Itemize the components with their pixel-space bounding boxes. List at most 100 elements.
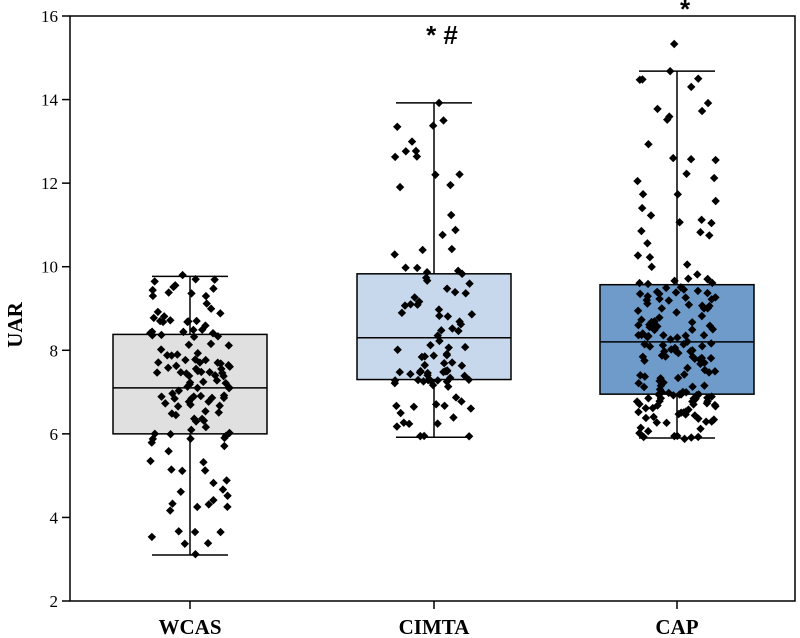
data-point	[703, 393, 712, 403]
data-point	[693, 270, 702, 279]
y-axis-title: UAR	[3, 301, 27, 347]
data-point	[419, 431, 429, 441]
data-point	[669, 153, 678, 163]
data-point	[210, 371, 220, 380]
data-point	[159, 312, 169, 321]
data-point	[174, 527, 183, 536]
data-point	[700, 381, 709, 390]
data-point	[166, 316, 175, 325]
data-point	[220, 433, 229, 443]
data-point	[395, 182, 405, 192]
data-point	[423, 368, 432, 378]
data-point	[697, 353, 706, 363]
data-point	[645, 253, 655, 262]
data-point	[439, 359, 449, 368]
data-point	[447, 210, 456, 220]
data-point	[676, 408, 686, 417]
data-point	[699, 304, 709, 313]
data-point	[204, 397, 213, 406]
data-point	[635, 399, 644, 409]
data-point	[681, 293, 690, 302]
data-point	[697, 106, 707, 116]
data-point	[688, 382, 697, 391]
data-point	[223, 502, 232, 512]
x-tick-label-wcas: WCAS	[158, 615, 221, 638]
data-point	[222, 476, 231, 485]
data-point	[187, 289, 196, 298]
data-point	[184, 340, 194, 349]
data-point	[635, 289, 645, 299]
data-point	[639, 382, 649, 392]
data-point	[166, 430, 175, 439]
data-point	[666, 335, 675, 344]
data-point	[680, 434, 689, 444]
data-point	[698, 341, 707, 351]
data-point	[410, 293, 419, 302]
data-point	[455, 317, 464, 326]
data-point	[438, 230, 447, 240]
data-point	[440, 401, 449, 410]
data-point	[154, 358, 163, 367]
data-point	[197, 367, 206, 377]
data-point	[442, 349, 451, 359]
data-point	[466, 404, 476, 413]
data-point	[209, 478, 218, 488]
data-point	[684, 405, 693, 414]
data-point	[656, 374, 665, 383]
data-point	[434, 98, 444, 108]
data-point	[641, 403, 650, 413]
data-point	[635, 75, 645, 84]
data-point	[167, 351, 176, 360]
data-point	[192, 316, 201, 326]
data-point	[428, 121, 438, 130]
data-point	[687, 433, 696, 442]
data-point	[191, 550, 200, 559]
data-point	[401, 263, 410, 272]
plot-frame	[69, 15, 796, 602]
data-point	[400, 301, 410, 310]
data-point	[642, 295, 651, 305]
data-point	[673, 190, 682, 199]
data-point	[216, 309, 225, 318]
data-point	[707, 295, 716, 304]
data-point	[163, 351, 172, 360]
data-point	[637, 226, 646, 236]
data-point	[639, 432, 648, 442]
data-point	[694, 74, 703, 83]
data-point	[399, 418, 409, 427]
data-point	[157, 330, 166, 340]
data-point	[655, 294, 664, 304]
data-point	[649, 412, 658, 422]
data-point	[199, 458, 208, 467]
data-point	[457, 361, 467, 370]
data-point	[148, 285, 157, 295]
data-point	[215, 401, 224, 410]
data-point	[420, 360, 430, 370]
data-point	[638, 352, 648, 361]
data-point	[205, 367, 214, 377]
data-point	[653, 104, 662, 114]
data-point	[393, 122, 402, 131]
data-point	[413, 375, 423, 385]
data-point	[220, 441, 229, 451]
data-point	[187, 425, 196, 435]
data-point	[201, 355, 210, 365]
data-point	[694, 414, 703, 423]
data-point	[189, 332, 199, 342]
data-point	[169, 282, 178, 292]
data-point	[189, 392, 198, 401]
data-point	[223, 491, 232, 500]
data-point	[147, 438, 156, 447]
data-point	[433, 331, 442, 340]
data-point	[694, 432, 703, 442]
data-point	[682, 260, 692, 269]
data-point	[656, 381, 666, 390]
data-point	[453, 266, 463, 276]
data-point	[166, 506, 175, 515]
data-point	[633, 251, 643, 260]
data-point	[637, 315, 646, 324]
data-point	[179, 327, 188, 337]
data-point	[189, 325, 198, 335]
data-point	[417, 352, 427, 362]
